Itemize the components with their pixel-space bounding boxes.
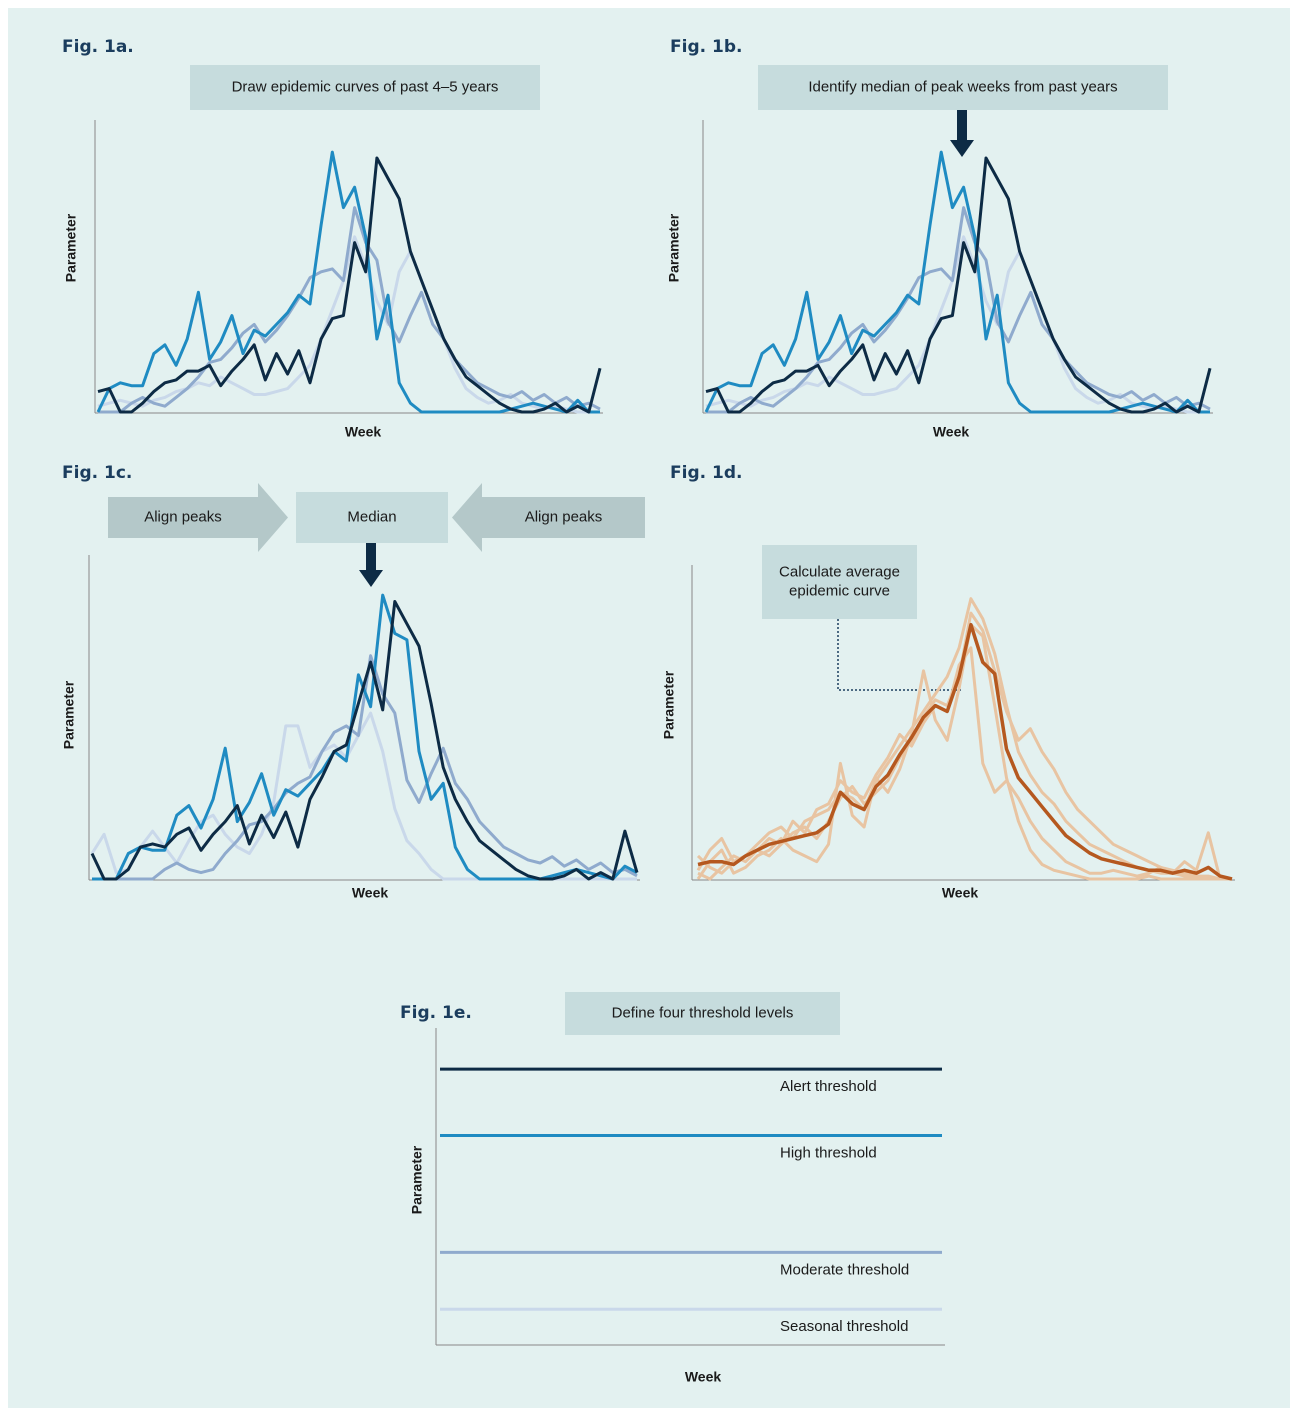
series-line (97, 235, 600, 414)
y-axis-label: Parameter (61, 680, 77, 749)
series-line (98, 206, 601, 414)
x-axis-label: Week (942, 885, 979, 901)
annotation-box (565, 992, 840, 1035)
series-line (90, 600, 639, 881)
annotation-arrow (108, 483, 288, 552)
arrow-shaft (957, 110, 967, 141)
threshold-label: Seasonal threshold (780, 1318, 908, 1335)
y-axis-label: Parameter (63, 213, 79, 282)
background (8, 8, 1290, 1408)
annotation-box (296, 492, 448, 543)
series-line (705, 235, 1210, 414)
x-axis-label: Week (352, 885, 389, 901)
annotation-text: Identify median of peak weeks from past … (808, 78, 1117, 95)
series-line (697, 622, 1233, 881)
threshold-label: Alert threshold (780, 1078, 877, 1095)
annotation-text: Draw epidemic curves of past 4–5 years (232, 78, 499, 95)
series-line (704, 150, 1210, 414)
annotation-box (762, 545, 917, 619)
arrow-shaft (366, 543, 376, 571)
annotation-text: Define four threshold levels (612, 1004, 794, 1021)
series-line (97, 156, 602, 414)
y-axis-label: Parameter (409, 1145, 425, 1214)
annotation-box (758, 65, 1168, 110)
y-axis-label: Parameter (661, 670, 677, 739)
annotation-text: Median (347, 508, 396, 525)
annotation-box (190, 65, 540, 110)
x-axis-label: Week (685, 1369, 722, 1385)
threshold-label: Moderate threshold (780, 1261, 909, 1278)
annotation-text: Align peaks (525, 508, 603, 525)
x-axis-label: Week (933, 424, 970, 440)
x-axis-label: Week (345, 424, 382, 440)
figure-label: Fig. 1a. (62, 37, 134, 57)
figure-label: Fig. 1d. (670, 463, 742, 483)
arrow-head (359, 570, 383, 587)
series-line (92, 593, 638, 881)
threshold-label: High threshold (780, 1144, 877, 1161)
annotation-text: Calculate average (779, 563, 900, 580)
series-line (705, 156, 1212, 414)
figure-label: Fig. 1c. (62, 463, 132, 483)
y-axis-label: Parameter (666, 213, 682, 282)
series-line (92, 654, 638, 881)
annotation-arrow (452, 483, 645, 552)
annotation-text: epidemic curve (789, 582, 890, 599)
figure-label: Fig. 1e. (400, 1003, 472, 1023)
series-line (706, 206, 1211, 414)
series-line (96, 150, 600, 414)
figure-label: Fig. 1b. (670, 37, 742, 57)
annotation-text: Align peaks (144, 508, 222, 525)
arrow-head (950, 140, 974, 157)
